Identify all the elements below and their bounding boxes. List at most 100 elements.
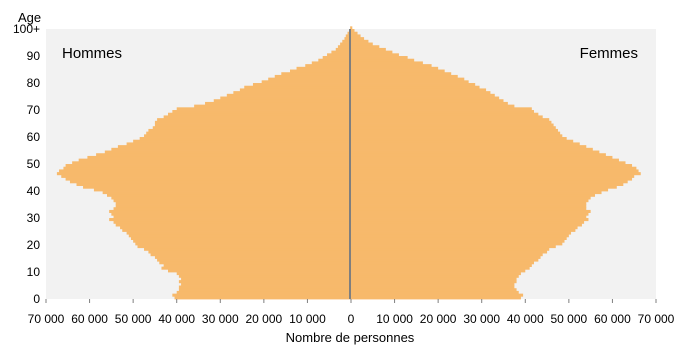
femmes-bar-age-72 <box>351 101 508 105</box>
hommes-bar-age-59 <box>139 137 351 141</box>
femmes-bar-age-83 <box>351 72 452 76</box>
hommes-bars <box>56 26 352 300</box>
femmes-bar-age-56 <box>351 145 587 149</box>
femmes-bar-age-3 <box>351 288 517 292</box>
y-tick-label-100: 100+ <box>13 22 40 36</box>
femmes-bar-age-75 <box>351 93 495 97</box>
femmes-bar-age-40 <box>351 188 609 192</box>
hommes-bar-age-92 <box>335 47 351 51</box>
femmes-bars <box>351 26 641 300</box>
x-tick-label: 40 000 <box>507 312 544 326</box>
hommes-bar-age-51 <box>78 158 351 162</box>
femmes-bar-age-46 <box>351 172 641 176</box>
femmes-bar-age-57 <box>351 142 580 146</box>
femmes-bar-age-99 <box>351 29 355 33</box>
femmes-bar-age-81 <box>351 77 465 81</box>
femmes-bar-age-87 <box>351 61 423 65</box>
hommes-bar-age-72 <box>205 101 351 105</box>
hommes-bar-age-21 <box>133 239 351 243</box>
hommes-bar-age-29 <box>109 218 351 222</box>
hommes-bar-age-79 <box>252 83 351 87</box>
hommes-bar-age-45 <box>61 174 351 178</box>
hommes-bar-age-50 <box>72 161 352 165</box>
hommes-bar-age-19 <box>137 245 351 249</box>
hommes-bar-age-5 <box>181 282 351 286</box>
hommes-bar-age-11 <box>161 266 351 270</box>
femmes-bar-age-23 <box>351 234 569 238</box>
x-tick-label: 10 000 <box>289 312 326 326</box>
hommes-bar-age-10 <box>168 269 351 273</box>
x-tick-label: 50 000 <box>115 312 152 326</box>
x-axis-title: Nombre de personnes <box>286 330 415 345</box>
femmes-bar-age-97 <box>351 34 361 38</box>
femmes-bar-age-61 <box>351 131 561 135</box>
femmes-bar-age-79 <box>351 83 476 87</box>
hommes-bar-age-64 <box>154 123 351 127</box>
femmes-bar-age-39 <box>351 191 602 195</box>
hommes-bar-age-17 <box>148 250 351 254</box>
hommes-bar-age-69 <box>172 110 351 114</box>
hommes-bar-age-34 <box>115 204 351 208</box>
femmes-bar-age-6 <box>351 280 517 284</box>
femmes-bar-age-73 <box>351 99 504 103</box>
femmes-bar-age-36 <box>351 199 589 203</box>
femmes-bar-age-59 <box>351 137 567 141</box>
femmes-bar-age-4 <box>351 285 515 289</box>
hommes-bar-age-20 <box>135 242 351 246</box>
femmes-bar-age-25 <box>351 228 576 232</box>
hommes-bar-age-88 <box>318 58 351 62</box>
femmes-bar-age-10 <box>351 269 526 273</box>
femmes-bar-age-93 <box>351 45 380 49</box>
hommes-bar-age-46 <box>56 172 352 176</box>
y-tick-label-10: 10 <box>27 265 41 279</box>
hommes-bar-age-31 <box>111 212 351 216</box>
femmes-bar-age-52 <box>351 155 613 159</box>
hommes-bar-age-8 <box>178 274 351 278</box>
femmes-bar-age-28 <box>351 220 585 224</box>
hommes-bar-age-65 <box>154 120 351 124</box>
femmes-bar-age-58 <box>351 139 574 143</box>
hommes-bar-age-27 <box>115 223 351 227</box>
femmes-bar-age-100 <box>351 26 353 30</box>
femmes-bar-age-68 <box>351 112 539 116</box>
femmes-bar-age-82 <box>351 74 458 78</box>
femmes-bar-age-85 <box>351 66 439 70</box>
femmes-bar-age-42 <box>351 182 624 186</box>
hommes-bar-age-35 <box>115 201 351 205</box>
hommes-bar-age-16 <box>150 253 351 257</box>
femmes-bar-age-96 <box>351 37 365 41</box>
hommes-bar-age-62 <box>148 128 351 132</box>
hommes-bar-age-73 <box>213 99 351 103</box>
femmes-bar-age-24 <box>351 231 572 235</box>
hommes-bar-age-9 <box>176 272 351 276</box>
femmes-bar-age-38 <box>351 193 595 197</box>
hommes-bar-age-37 <box>111 196 351 200</box>
femmes-bar-age-13 <box>351 261 534 265</box>
hommes-bar-age-68 <box>168 112 351 116</box>
femmes-bar-age-11 <box>351 266 530 270</box>
hommes-bar-age-97 <box>345 34 351 38</box>
hommes-bar-age-96 <box>344 37 351 41</box>
femmes-bar-age-7 <box>351 277 517 281</box>
hommes-bar-age-4 <box>178 285 351 289</box>
hommes-bar-age-61 <box>146 131 351 135</box>
femmes-bar-age-37 <box>351 196 591 200</box>
femmes-bar-age-67 <box>351 115 543 119</box>
hommes-bar-age-18 <box>144 247 351 251</box>
hommes-bar-age-90 <box>327 53 351 57</box>
hommes-bar-age-26 <box>120 226 351 230</box>
hommes-bar-age-89 <box>322 56 351 60</box>
hommes-bar-age-75 <box>226 93 351 97</box>
hommes-bar-age-85 <box>296 66 351 70</box>
hommes-bar-age-24 <box>126 231 351 235</box>
x-tick-label: 70 000 <box>638 312 674 326</box>
hommes-bar-age-48 <box>63 166 352 170</box>
hommes-bar-age-57 <box>126 142 351 146</box>
femmes-bar-age-33 <box>351 207 587 211</box>
femmes-bar-age-51 <box>351 158 619 162</box>
hommes-bar-age-25 <box>122 228 351 232</box>
hommes-bar-age-77 <box>239 88 351 92</box>
femmes-bar-age-0 <box>351 296 521 300</box>
femmes-bar-age-45 <box>351 174 635 178</box>
femmes-bar-age-30 <box>351 215 587 219</box>
